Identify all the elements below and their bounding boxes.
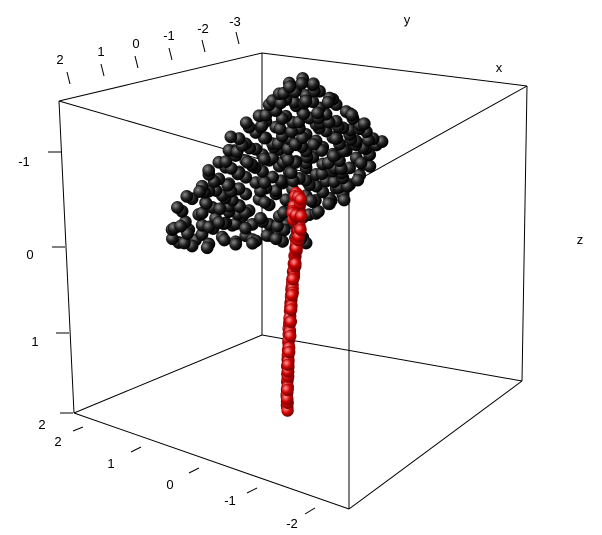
tick-labels: 2 1 0 -1 -2 -3 -1 0 1 2 2 1 0 -1 -2 y x …: [18, 12, 583, 531]
series-0-point: [254, 211, 268, 225]
data-points: [165, 72, 389, 417]
series-0-point: [345, 108, 359, 122]
z-tick-label: -1: [18, 154, 30, 169]
series-0-point: [257, 152, 271, 166]
series-1-point: [289, 257, 302, 270]
series-1-point: [286, 289, 299, 302]
y-tick-mark: [66, 71, 71, 85]
box-edge-back-bottom-left: [73, 334, 263, 414]
series-0-point: [258, 195, 272, 209]
series-0-point: [224, 130, 238, 144]
series-0-point: [202, 163, 216, 177]
box-edge-back-bottom-right: [261, 334, 523, 382]
series-0-point: [327, 149, 341, 163]
series-1-point: [284, 329, 297, 343]
series-0-point: [241, 155, 254, 169]
front-tick-label: -2: [286, 516, 298, 531]
series-0-point: [306, 77, 320, 91]
series-0-point: [283, 80, 296, 94]
y-tick-label: 2: [56, 52, 63, 67]
z-axis-title: z: [577, 232, 584, 247]
front-tick-mark: [246, 487, 258, 494]
series-1-point: [284, 315, 297, 328]
box-edge-bottom-left: [73, 412, 350, 510]
series-0-point: [174, 219, 188, 233]
series-0-point: [307, 137, 321, 151]
y-axis-title: y: [404, 12, 411, 27]
series-0-point: [299, 94, 313, 108]
y-tick-label: -1: [163, 28, 175, 43]
y-tick-mark: [201, 39, 206, 53]
front-tick-label: 0: [166, 477, 173, 492]
series-0-point: [170, 201, 184, 214]
box-edge-bottom-right: [348, 380, 523, 510]
front-tick-mark: [188, 467, 200, 474]
series-0-point: [321, 95, 335, 109]
front-tick-mark: [72, 426, 84, 432]
y-tick-label: -2: [197, 21, 209, 36]
front-tick-mark: [130, 446, 142, 453]
front-tick-mark: [304, 507, 316, 515]
series-0-point: [281, 153, 295, 167]
series-0-point: [213, 202, 227, 216]
series-0-point: [351, 173, 365, 187]
series-1-points: [280, 186, 308, 417]
series-1-point: [285, 303, 298, 316]
series-0-point: [199, 196, 213, 210]
series-1-point: [281, 383, 294, 397]
y-tick-mark: [168, 47, 173, 61]
series-0-point: [354, 156, 368, 170]
y-tick-label: -3: [229, 14, 241, 29]
y-tick-label: 0: [132, 36, 139, 51]
series-0-point: [246, 236, 259, 250]
series-1-point: [282, 358, 295, 371]
series-1-point: [295, 209, 308, 223]
series-0-point: [217, 233, 231, 247]
z-tick-label: 2: [38, 417, 45, 432]
series-0-point: [239, 116, 253, 130]
z-tick-label: 0: [26, 247, 33, 262]
front-tick-label: -1: [224, 493, 236, 508]
series-0-points: [165, 72, 389, 255]
series-0-point: [322, 197, 335, 211]
series-0-point: [337, 193, 351, 207]
box-edge-top-right: [348, 85, 528, 186]
box-edge-back-top-left: [58, 52, 263, 102]
series-0-point: [200, 241, 214, 255]
front-tick-label: 2: [54, 434, 61, 449]
box-edge-left-vertical: [58, 100, 75, 414]
y-tick-label: 1: [97, 44, 104, 59]
series-0-point: [229, 237, 243, 251]
series-0-point: [357, 117, 371, 131]
series-1-point: [286, 273, 300, 286]
series-0-point: [221, 178, 235, 192]
series-0-point: [295, 77, 309, 90]
x-axis-title: x: [496, 60, 503, 75]
series-0-point: [311, 106, 324, 120]
series-0-point: [258, 175, 272, 189]
series-1-point: [294, 193, 307, 206]
series-0-point: [212, 216, 226, 230]
box-edge-back-top-right: [261, 52, 528, 87]
series-0-point: [239, 221, 252, 235]
tick-marks: [48, 31, 316, 515]
z-tick-label: 1: [31, 334, 38, 349]
series-1-point: [283, 345, 296, 359]
bounding-box: [58, 52, 528, 510]
y-tick-mark: [100, 63, 105, 77]
series-0-point: [180, 189, 194, 203]
box-edge-right-vertical: [521, 85, 528, 382]
series-1-point: [294, 223, 307, 237]
front-tick-label: 1: [107, 456, 114, 471]
y-tick-mark: [235, 31, 240, 45]
y-tick-mark: [134, 55, 139, 69]
series-0-point: [193, 185, 207, 198]
series-0-point: [269, 232, 283, 246]
